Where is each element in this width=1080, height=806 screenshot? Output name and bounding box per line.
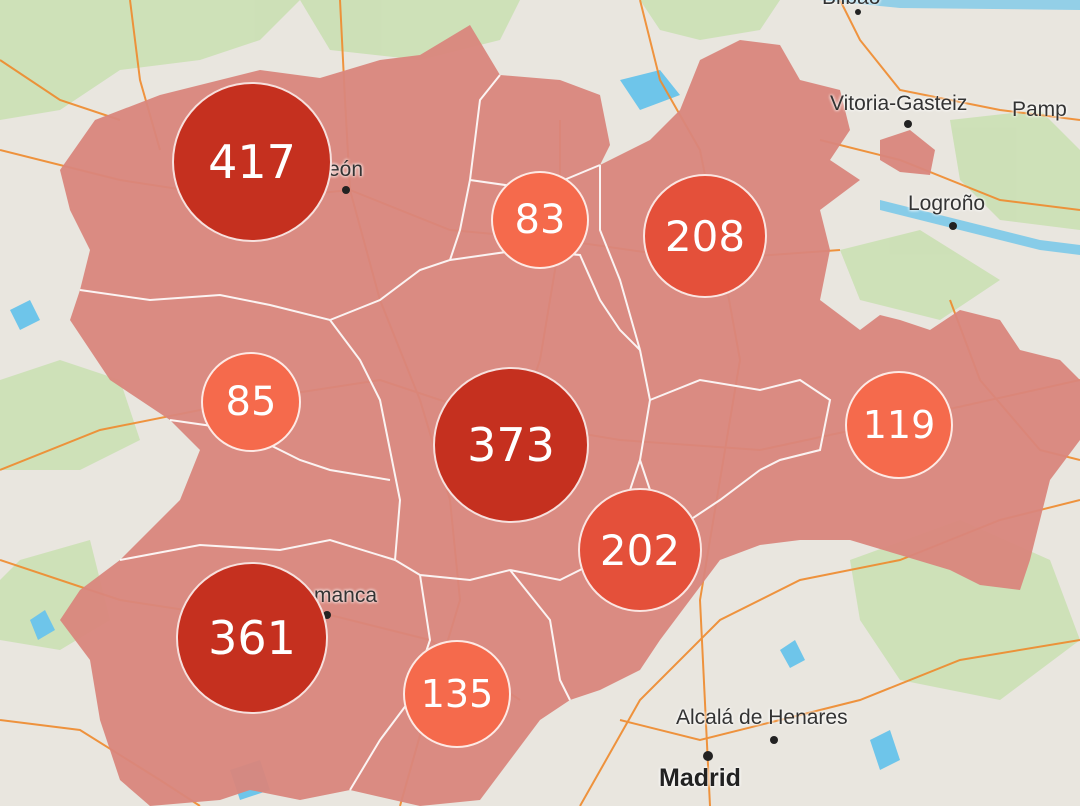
cluster-count: 373: [467, 418, 555, 472]
cluster-marker-burgos[interactable]: 208: [643, 174, 767, 298]
cluster-marker-salamanca[interactable]: 361: [176, 562, 328, 714]
city-label-leon: eón: [328, 158, 364, 181]
cluster-marker-segovia[interactable]: 202: [578, 488, 702, 612]
city-label-alcala: Alcalá de Henares: [676, 706, 848, 729]
cluster-count: 135: [420, 672, 494, 716]
water-bodies: [10, 0, 1080, 800]
cluster-marker-leon[interactable]: 417: [172, 82, 332, 242]
city-label-bilbao: Bilbao: [822, 0, 880, 10]
cluster-count: 202: [599, 525, 681, 575]
cluster-count: 119: [862, 403, 936, 447]
cluster-count: 83: [514, 197, 566, 243]
city-label-vitoria: Vitoria-Gasteiz: [830, 92, 968, 115]
cluster-count: 85: [225, 379, 277, 425]
cluster-marker-avila[interactable]: 135: [403, 640, 511, 748]
cluster-count: 361: [208, 611, 296, 665]
cluster-marker-palencia[interactable]: 83: [491, 171, 589, 269]
cluster-count: 417: [208, 135, 296, 189]
cluster-marker-valladolid[interactable]: 373: [433, 367, 589, 523]
city-label-logrono: Logroño: [908, 192, 986, 215]
city-label-pamplona: Pamp: [1012, 98, 1067, 121]
cluster-marker-zamora[interactable]: 85: [201, 352, 301, 452]
city-label-salamanca: manca: [314, 584, 378, 607]
city-label-madrid: Madrid: [659, 764, 741, 792]
cluster-marker-soria[interactable]: 119: [845, 371, 953, 479]
cluster-count: 208: [664, 211, 746, 261]
